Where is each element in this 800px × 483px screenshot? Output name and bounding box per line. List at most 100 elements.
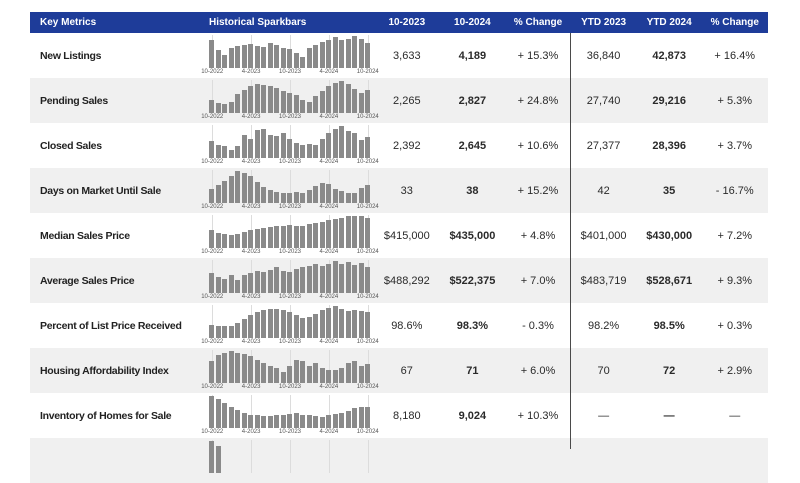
spark-bar [274, 226, 279, 248]
spark-bar [365, 137, 370, 158]
spark-bar [293, 142, 299, 158]
spark-bar [222, 54, 227, 68]
spark-bar [326, 184, 331, 203]
sparkbar-chart [209, 125, 371, 158]
spark-bar [365, 312, 370, 338]
spark-bar [358, 140, 364, 158]
spark-bar [300, 267, 305, 293]
spark-bar [339, 412, 344, 428]
spark-bar [280, 371, 286, 383]
spark-bar [365, 89, 370, 113]
sparkbar-axis: 10-2022 4-2023 10-2023 4-2024 10-2024 [201, 204, 379, 212]
sparkbar-cell: 10-2022 4-2023 10-2023 4-2024 10-2024 [201, 393, 379, 438]
spark-bar [222, 145, 227, 158]
sparkbar-axis-label: 10-2024 [356, 159, 379, 165]
spark-bar [306, 415, 312, 428]
sparkbar-axis-label: 10-2022 [201, 384, 224, 390]
spark-bar [345, 261, 351, 293]
table-row: Percent of List Price Received 10-2022 4-2… [30, 303, 768, 348]
sparkbar-chart [209, 170, 371, 203]
spark-bar [313, 44, 318, 68]
spark-bar [313, 264, 318, 293]
spark-bar [326, 40, 331, 68]
sparkbar-axis-label: 10-2022 [201, 69, 224, 75]
spark-bar [280, 226, 286, 248]
value-ytd-pct-change: + 16.4% [714, 49, 756, 62]
value-month-curr: $435,000 [449, 229, 496, 242]
sparkbar-axis-label: 4-2023 [241, 249, 261, 255]
spark-bar [228, 325, 234, 338]
sparkbar-axis-label: 4-2023 [241, 294, 261, 300]
spark-bar [358, 187, 364, 203]
spark-bar [319, 221, 325, 248]
table-row-partial [30, 438, 768, 483]
spark-bar [261, 128, 266, 158]
spark-bar [215, 445, 221, 473]
spark-bar [254, 129, 260, 158]
spark-bar [209, 396, 214, 428]
spark-bar [254, 182, 260, 203]
spark-bar [274, 88, 279, 113]
header-month-prev: 10-2023 [388, 17, 426, 28]
spark-bar [287, 224, 292, 248]
spark-bar [326, 133, 331, 158]
sparkbar-axis: 10-2022 4-2023 10-2023 4-2024 10-2024 [201, 384, 379, 392]
value-month-prev: $488,292 [383, 274, 430, 287]
spark-bar [300, 318, 305, 338]
sparkbar-cell: 10-2022 4-2023 10-2023 4-2024 10-2024 [201, 168, 379, 213]
value-ytd-curr: 98.5% [653, 319, 685, 332]
spark-bar [345, 38, 351, 68]
value-month-prev: 67 [400, 364, 413, 377]
sparkbar-chart [209, 305, 371, 338]
spark-bar [319, 309, 325, 338]
table-row: Average Sales Price 10-2022 4-2023 10-2023 4… [30, 258, 768, 303]
spark-bar [313, 363, 318, 383]
sparkbar-axis-label: 10-2023 [278, 384, 302, 390]
spark-bar [332, 128, 338, 158]
spark-bar [365, 217, 370, 248]
sparkbar-axis-label: 10-2023 [278, 249, 302, 255]
spark-bar [261, 46, 266, 68]
metric-label: Average Sales Price [40, 274, 135, 287]
spark-bar [228, 175, 234, 203]
spark-bar [326, 85, 331, 113]
value-month-pct-change: + 7.0% [520, 274, 556, 287]
value-month-pct-change: + 15.2% [517, 184, 559, 197]
spark-bar [215, 185, 221, 203]
spark-bar [300, 56, 305, 68]
spark-bar [248, 273, 253, 293]
spark-bar [293, 413, 299, 428]
spark-bar [313, 223, 318, 248]
value-month-curr: 2,827 [458, 94, 487, 107]
spark-bar [287, 93, 292, 113]
spark-bar [267, 269, 273, 293]
metric-label [30, 438, 206, 483]
spark-bar [332, 413, 338, 428]
value-month-pct-change: + 6.0% [520, 364, 556, 377]
spark-bar [274, 309, 279, 338]
spark-bar [222, 180, 227, 203]
spark-bar [280, 91, 286, 113]
value-ytd-pct-change: + 3.7% [717, 139, 753, 152]
sparkbar-bars [209, 261, 371, 293]
spark-bar [228, 235, 234, 248]
spark-bar [267, 366, 273, 383]
value-month-prev: 33 [400, 184, 413, 197]
spark-bar [228, 48, 234, 68]
sparkbar-axis-label: 10-2023 [278, 114, 302, 120]
spark-bar [287, 413, 292, 428]
spark-bar [235, 145, 240, 158]
sparkbar-cell: 10-2022 4-2023 10-2023 4-2024 10-2024 [201, 78, 379, 123]
sparkbar-chart [209, 215, 371, 248]
spark-bar [300, 192, 305, 203]
spark-bar [293, 359, 299, 383]
sparkbar-axis-label: 4-2024 [319, 69, 339, 75]
spark-bar [358, 39, 364, 68]
sparkbar-gridline [212, 80, 214, 113]
spark-bar [254, 229, 260, 248]
spark-bar [254, 270, 260, 293]
value-ytd-pct-change: + 0.3% [717, 319, 753, 332]
header-ytd-prev: YTD 2023 [581, 17, 627, 28]
spark-bar [274, 415, 279, 428]
spark-bar [209, 39, 214, 68]
